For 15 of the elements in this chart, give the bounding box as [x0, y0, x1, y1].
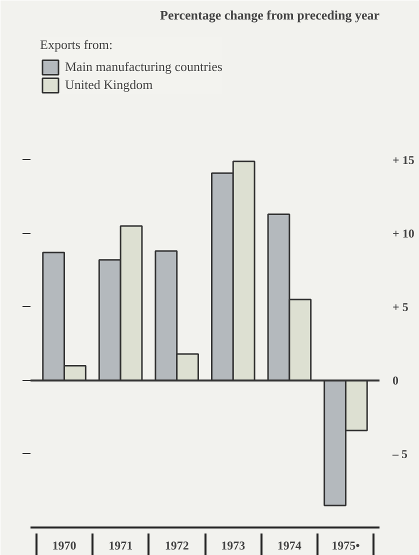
y-tick-label: + 15 — [392, 152, 414, 167]
legend-title: Exports from: — [40, 37, 114, 53]
x-tick-label: 1971 — [108, 538, 133, 552]
y-tick-label: 0 — [392, 373, 398, 388]
x-tick-label: 1975• — [332, 538, 360, 552]
x-tick-label: 1970 — [52, 538, 76, 552]
x-tick-label: 1973 — [221, 538, 246, 552]
y-tick-label: + 10 — [392, 226, 414, 240]
chart-title: Percentage change from preceding year — [160, 8, 380, 22]
legend-label: Main manufacturing countries — [65, 59, 222, 75]
x-tick-label: 1974 — [277, 538, 302, 552]
x-tick-label: 1972 — [164, 538, 189, 552]
legend-label: United Kingdom — [65, 77, 153, 93]
y-tick-label: – 5 — [392, 446, 408, 461]
y-tick-label: + 5 — [392, 300, 408, 314]
